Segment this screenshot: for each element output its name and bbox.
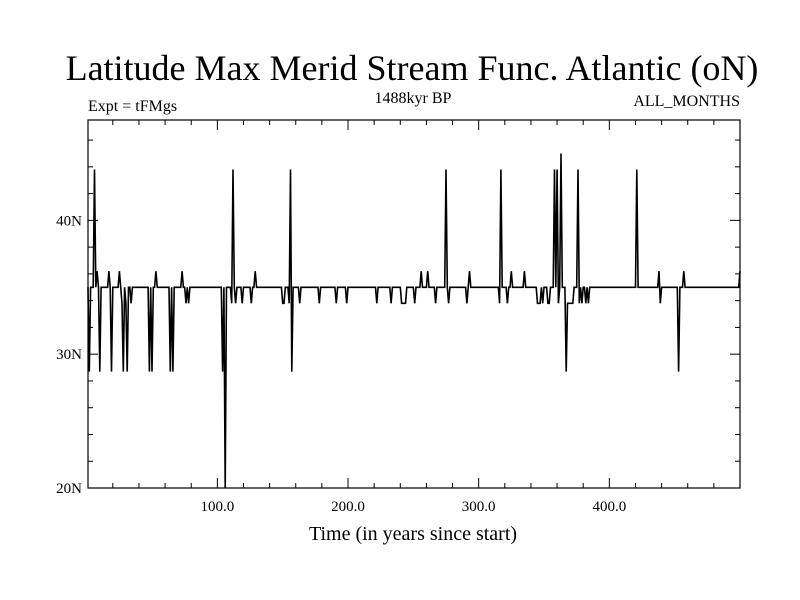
- y-tick-label: 30N: [56, 347, 82, 363]
- x-tick-label: 400.0: [592, 499, 626, 515]
- x-tick-label: 300.0: [462, 499, 496, 515]
- x-tick-label: 100.0: [200, 499, 234, 515]
- y-tick-label: 40N: [56, 213, 82, 229]
- plot-area: 100.0 200.0 300.0 400.0 20N 30N 40N: [56, 119, 741, 515]
- chart-subtitle-left: Expt = tFMgs: [88, 98, 177, 115]
- y-tick-label: 20N: [56, 481, 82, 497]
- chart-subtitle-center: 1488kyr BP: [375, 90, 452, 107]
- plot-frame: [87, 119, 741, 489]
- x-tick-label: 200.0: [331, 499, 365, 515]
- chart-subtitle-right: ALL_MONTHS: [633, 93, 740, 110]
- chart-title: Latitude Max Merid Stream Func. Atlantic…: [66, 48, 759, 88]
- x-axis-label: Time (in years since start): [309, 523, 517, 545]
- series-line: [87, 153, 741, 489]
